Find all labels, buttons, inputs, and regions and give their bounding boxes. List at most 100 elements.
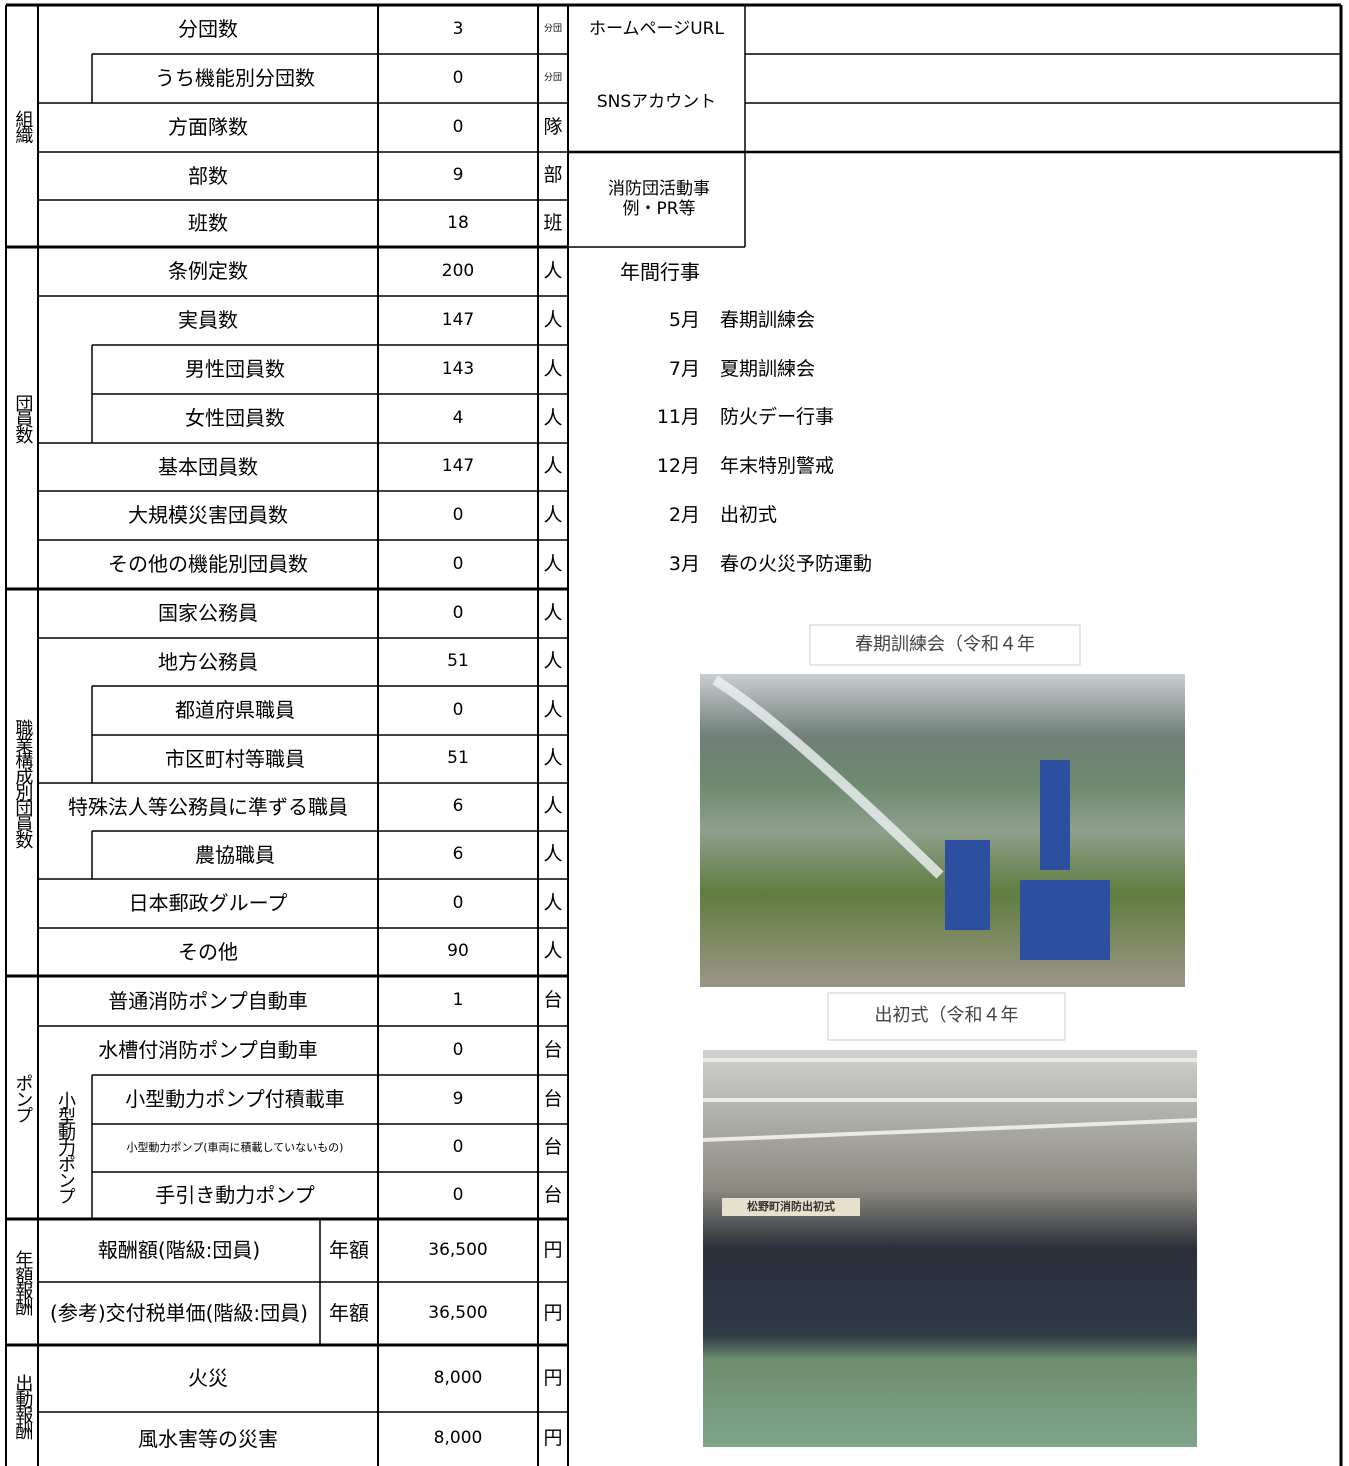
row-label: 大規模災害団員数	[128, 503, 288, 527]
value: 0	[452, 699, 464, 720]
group-label: 職業構成別団員数	[12, 718, 34, 847]
row-label: 小型動力ポンプ(車両に積載していないもの)	[126, 1140, 344, 1154]
unit: 人	[543, 455, 563, 478]
value: 9	[452, 1088, 464, 1109]
event-month: 5月	[668, 309, 700, 332]
row-label: 女性団員数	[185, 406, 285, 430]
event-name: 出初式	[720, 503, 778, 526]
value: 0	[452, 1137, 464, 1158]
group-label: 組織	[12, 110, 34, 142]
value: 36,500	[428, 1239, 488, 1260]
caption-box	[827, 992, 1066, 1041]
value: 143	[441, 358, 475, 379]
value: 8,000	[433, 1428, 483, 1449]
roof-truss	[702, 1058, 1198, 1142]
event-month: 3月	[668, 552, 700, 575]
events-title: 年間行事	[620, 259, 700, 284]
row-label: 特殊法人等公務員に準ずる職員	[68, 794, 348, 819]
group-label: 団員数	[12, 394, 34, 442]
row-label: 地方公務員	[158, 649, 258, 674]
value: 0	[452, 602, 464, 623]
row-label: 班数	[188, 211, 228, 235]
water-spray	[712, 675, 944, 879]
figure	[1020, 880, 1110, 960]
unit: 部	[543, 164, 563, 187]
event-month: 11月	[656, 406, 700, 429]
period: 年額	[329, 1238, 369, 1262]
row-label: 条例定数	[168, 259, 248, 283]
unit: 人	[543, 891, 563, 914]
value: 51	[447, 651, 469, 672]
unit: 分団	[543, 24, 562, 35]
unit: 台	[543, 1136, 563, 1159]
value: 6	[452, 796, 464, 817]
unit: 円	[543, 1366, 563, 1389]
row-label: 男性団員数	[185, 357, 285, 381]
event-month: 7月	[668, 357, 700, 380]
unit: 円	[543, 1238, 563, 1261]
value: 0	[452, 504, 464, 525]
value: 0	[452, 892, 464, 913]
event-name: 年末特別警戒	[720, 455, 835, 478]
photo-banner: 松野町消防出初式	[747, 1199, 835, 1213]
unit: 円	[543, 1427, 563, 1450]
photo-caption: 春期訓練会（令和４年	[855, 633, 1035, 655]
value: 9	[452, 165, 464, 186]
row-label: 水槽付消防ポンプ自動車	[98, 1038, 318, 1062]
unit: 人	[543, 357, 563, 380]
group-label: ポンプ	[12, 1073, 34, 1122]
unit: 人	[543, 747, 563, 770]
value: 3	[452, 18, 464, 39]
row-label: 小型動力ポンプ付積載車	[125, 1087, 345, 1111]
figure	[1040, 760, 1070, 870]
row-label: 手引き動力ポンプ	[155, 1183, 315, 1207]
banner	[722, 1198, 860, 1216]
unit: 台	[543, 989, 563, 1012]
unit: 分団	[543, 73, 562, 84]
sns-label: SNSアカウント	[596, 92, 717, 113]
subgroup-label: 小型動力ポンプ	[55, 1091, 76, 1203]
value: 147	[441, 309, 475, 330]
unit: 人	[543, 843, 563, 866]
value: 0	[452, 67, 464, 88]
unit: 人	[543, 795, 563, 818]
value: 6	[452, 844, 464, 865]
row-label: 日本郵政グループ	[128, 891, 288, 915]
event-month: 12月	[656, 455, 700, 478]
event-name: 防火デー行事	[720, 406, 835, 429]
group-label: 出動報酬	[12, 1373, 34, 1438]
photo-caption: 出初式（令和４年	[874, 1005, 1019, 1027]
row-label: 国家公務員	[158, 601, 258, 625]
row-label: 方面隊数	[168, 115, 248, 139]
unit: 人	[543, 406, 563, 429]
row-label: 部数	[188, 163, 228, 188]
value: 0	[452, 1184, 464, 1205]
row-label: 火災	[188, 1366, 228, 1390]
unit: 人	[543, 552, 563, 575]
value: 18	[447, 212, 469, 233]
unit: 人	[543, 650, 563, 673]
value: 8,000	[433, 1367, 483, 1388]
unit: 人	[543, 503, 563, 526]
value: 36,500	[428, 1302, 488, 1323]
event-name: 春期訓練会	[720, 309, 816, 332]
value: 0	[452, 116, 464, 137]
unit: 班	[543, 211, 563, 234]
event-name: 夏期訓練会	[720, 357, 816, 380]
row-label: その他の機能別団員数	[108, 552, 308, 576]
unit: 台	[543, 1183, 563, 1206]
row-label: 分団数	[178, 17, 238, 41]
unit: 台	[543, 1087, 563, 1110]
row-label: (参考)交付税単価(階級:団員)	[50, 1301, 308, 1325]
figure	[945, 840, 990, 930]
unit: 人	[543, 940, 563, 963]
value: 90	[447, 941, 469, 962]
row-label: 報酬額(階級:団員)	[97, 1238, 261, 1262]
pr-label: 消防団活動事例・PR等	[608, 178, 710, 219]
value: 200	[441, 260, 475, 281]
unit: 円	[543, 1301, 563, 1324]
row-label: 市区町村等職員	[165, 746, 305, 771]
value: 4	[452, 407, 464, 428]
row-label: 基本団員数	[158, 454, 258, 479]
